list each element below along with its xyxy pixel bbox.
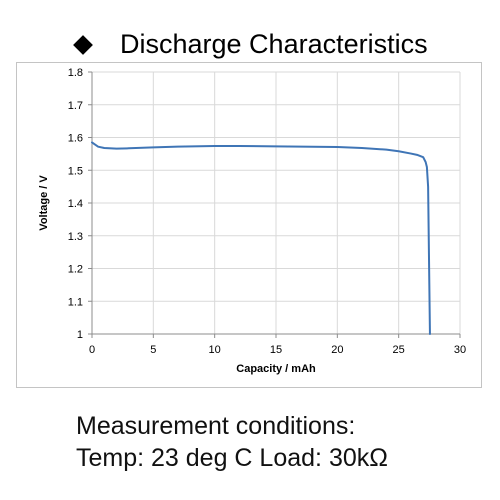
y-tick-label: 1.5 <box>68 165 83 177</box>
y-tick-label: 1.8 <box>68 67 83 79</box>
y-tick-label: 1.4 <box>68 198 83 210</box>
x-tick-label: 10 <box>209 344 221 356</box>
x-tick-label: 20 <box>331 344 343 356</box>
y-tick-label: 1.1 <box>68 296 83 308</box>
x-tick-label: 25 <box>393 344 405 356</box>
y-tick-label: 1 <box>77 329 83 341</box>
y-tick-label: 1.2 <box>68 264 83 276</box>
header: Discharge Characteristics <box>0 14 500 59</box>
measurement-conditions: Measurement conditions: Temp: 23 deg C L… <box>76 410 388 474</box>
conditions-line-2: Temp: 23 deg C Load: 30kΩ <box>76 444 388 472</box>
y-tick-label: 1.3 <box>68 231 83 243</box>
conditions-line-1: Measurement conditions: <box>76 412 356 440</box>
y-axis-label: Voltage / V <box>38 175 50 231</box>
page-title: Discharge Characteristics <box>120 29 428 59</box>
discharge-chart: 1 1.1 1.2 1.3 1.4 1.5 1.6 1.7 1.8 0 5 10 15 20 25 30 Cap… <box>38 67 466 375</box>
x-tick-label: 15 <box>270 344 282 356</box>
chart-frame <box>16 62 482 388</box>
x-tick-label: 0 <box>89 344 95 356</box>
x-tick-label: 30 <box>454 344 466 356</box>
series-line <box>91 141 431 335</box>
y-tick-label: 1.7 <box>68 100 83 112</box>
y-tick-label: 1.6 <box>68 133 83 145</box>
x-axis-label: Capacity / mAh <box>236 363 316 375</box>
x-tick-label: 5 <box>150 344 156 356</box>
